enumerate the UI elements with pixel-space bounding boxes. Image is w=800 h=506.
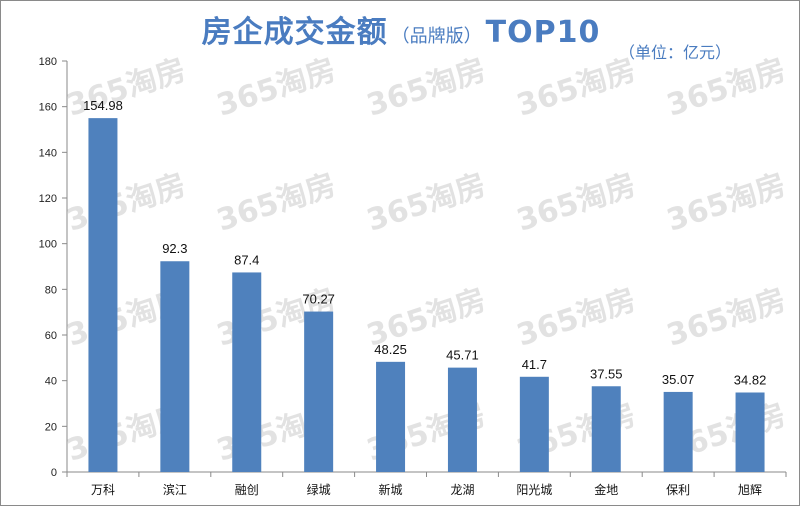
category-label: 融创 xyxy=(235,483,259,497)
y-tick-label: 20 xyxy=(45,421,57,433)
data-label: 37.55 xyxy=(590,366,623,381)
chart-title: 房企成交金额 （品牌版） TOP10 xyxy=(1,7,800,51)
data-label: 48.25 xyxy=(374,342,407,357)
watermark-text: 365淘房 xyxy=(213,52,340,123)
chart-title-main: 房企成交金额 xyxy=(201,15,388,50)
unit-label: （单位：亿元） xyxy=(619,43,732,62)
y-tick-label: 100 xyxy=(39,239,57,251)
y-tick-label: 120 xyxy=(39,193,57,205)
category-label: 龙湖 xyxy=(450,482,474,497)
data-label: 35.07 xyxy=(662,372,695,387)
y-tick-label: 0 xyxy=(51,467,57,479)
bar xyxy=(591,386,621,472)
y-tick-label: 60 xyxy=(45,330,57,342)
data-label: 92.3 xyxy=(162,241,187,256)
bar xyxy=(519,376,549,472)
y-tick-label: 40 xyxy=(45,376,57,388)
bar xyxy=(735,392,765,472)
data-label: 34.82 xyxy=(734,372,767,387)
data-label: 87.4 xyxy=(234,252,259,267)
y-tick-label: 80 xyxy=(45,284,57,296)
category-label: 滨江 xyxy=(163,482,187,497)
y-tick-label: 180 xyxy=(39,56,57,68)
watermark-text: 365淘房 xyxy=(63,52,190,123)
y-tick-label: 140 xyxy=(39,147,57,159)
data-labels: 154.98 92.3 87.4 70.27 48.25 45.71 41.7 37.55 35… xyxy=(83,98,766,387)
category-label: 阳光城 xyxy=(516,483,552,497)
watermark-text: 365淘房 xyxy=(63,167,190,238)
bars xyxy=(88,118,765,472)
category-label: 绿城 xyxy=(307,482,331,497)
category-label: 旭辉 xyxy=(738,483,762,497)
y-tick-label: 160 xyxy=(39,102,57,114)
bar xyxy=(447,367,477,472)
category-label: 新城 xyxy=(379,482,403,497)
watermark-text: 365淘房 xyxy=(513,282,640,353)
watermark-text: 365淘房 xyxy=(363,167,490,238)
bar xyxy=(88,118,118,472)
bar xyxy=(376,361,406,472)
watermark-text: 365淘房 xyxy=(213,167,340,238)
watermark-text: 365淘房 xyxy=(513,167,640,238)
chart-title-sub: （品牌版） xyxy=(391,26,482,47)
watermark-text: 365淘房 xyxy=(363,52,490,123)
bar xyxy=(160,261,190,472)
category-label: 保利 xyxy=(666,483,690,497)
data-label: 41.7 xyxy=(522,357,547,372)
watermark-text: 365淘房 xyxy=(663,167,790,238)
bar xyxy=(232,272,262,472)
bar xyxy=(304,311,334,472)
category-label: 万科 xyxy=(91,483,115,497)
data-label: 70.27 xyxy=(302,292,335,307)
category-label: 金地 xyxy=(594,482,618,497)
watermark-text: 365淘房 xyxy=(663,52,790,123)
data-label: 154.98 xyxy=(83,98,123,113)
watermark-text: 365淘房 xyxy=(513,52,640,123)
watermark-text: 365淘房 xyxy=(663,282,790,353)
chart-title-top: TOP10 xyxy=(485,15,601,50)
bar xyxy=(663,391,693,472)
data-label: 45.71 xyxy=(446,348,479,363)
